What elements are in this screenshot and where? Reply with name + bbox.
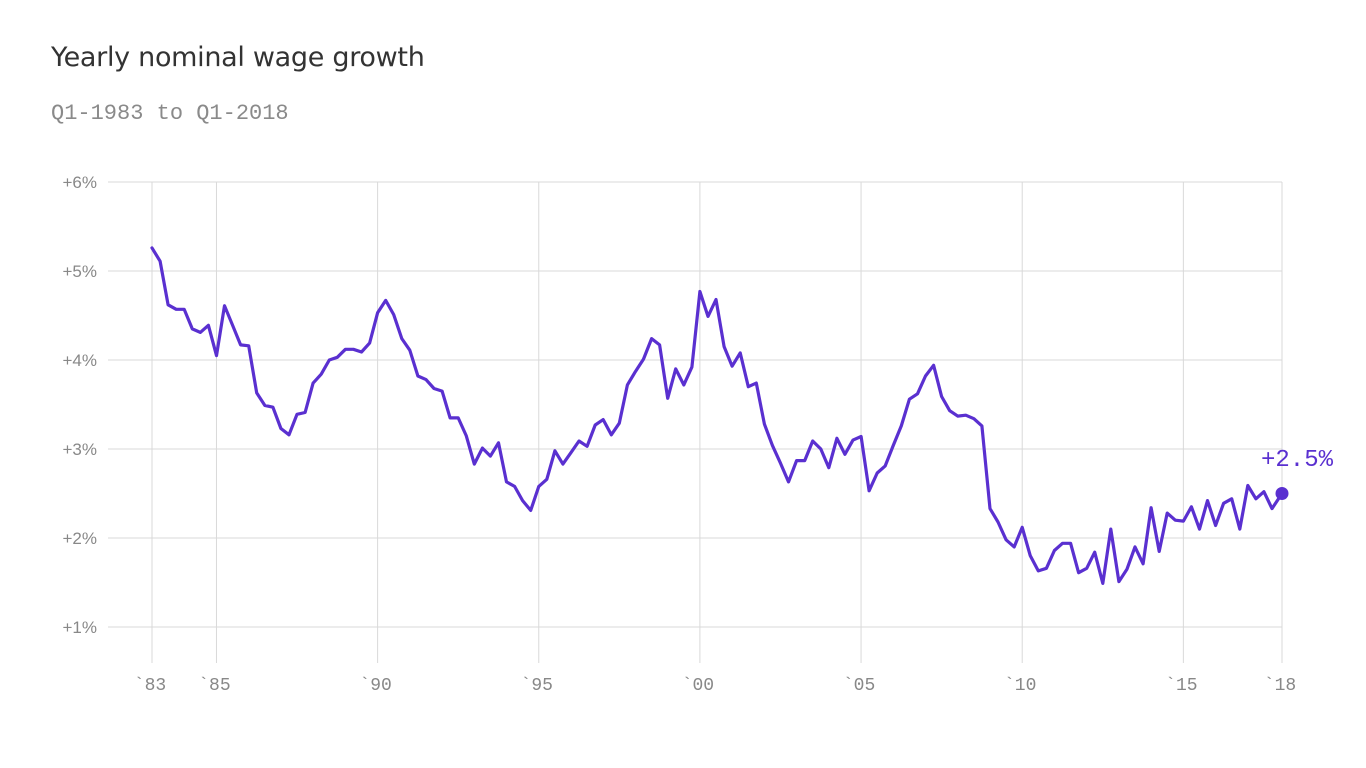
chart-subtitle: Q1-1983 to Q1-2018: [51, 101, 289, 126]
x-tick-label: `05: [843, 676, 875, 696]
x-tick-label: `83: [134, 676, 166, 696]
y-gridlines: [108, 181, 1282, 628]
y-tick-label: +4%: [63, 351, 98, 370]
x-tick-label: `90: [359, 676, 391, 696]
x-tick-label: `00: [682, 676, 714, 696]
x-tick-label: `95: [521, 676, 553, 696]
x-tick-label: `85: [198, 676, 230, 696]
latest-value-label: +2.5%: [1261, 447, 1334, 474]
x-gridlines: [151, 182, 1283, 663]
y-tick-label: +5%: [63, 262, 98, 281]
y-tick-label: +1%: [63, 618, 98, 637]
wage-growth-line: [150, 246, 1284, 585]
y-tick-label: +3%: [63, 440, 98, 459]
x-tick-label: `10: [1004, 676, 1036, 696]
latest-value-dot: [1275, 487, 1289, 500]
x-tick-label: `18: [1264, 676, 1296, 696]
y-axis-labels: +6% +5% +4% +3% +2% +1%: [63, 173, 98, 637]
y-tick-label: +6%: [63, 173, 98, 192]
x-axis-labels: `83 `85 `90 `95 `00 `05 `10 `15 `18: [134, 676, 1296, 696]
y-tick-label: +2%: [63, 529, 98, 548]
x-tick-label: `15: [1165, 676, 1197, 696]
chart-title: Yearly nominal wage growth: [51, 42, 425, 73]
